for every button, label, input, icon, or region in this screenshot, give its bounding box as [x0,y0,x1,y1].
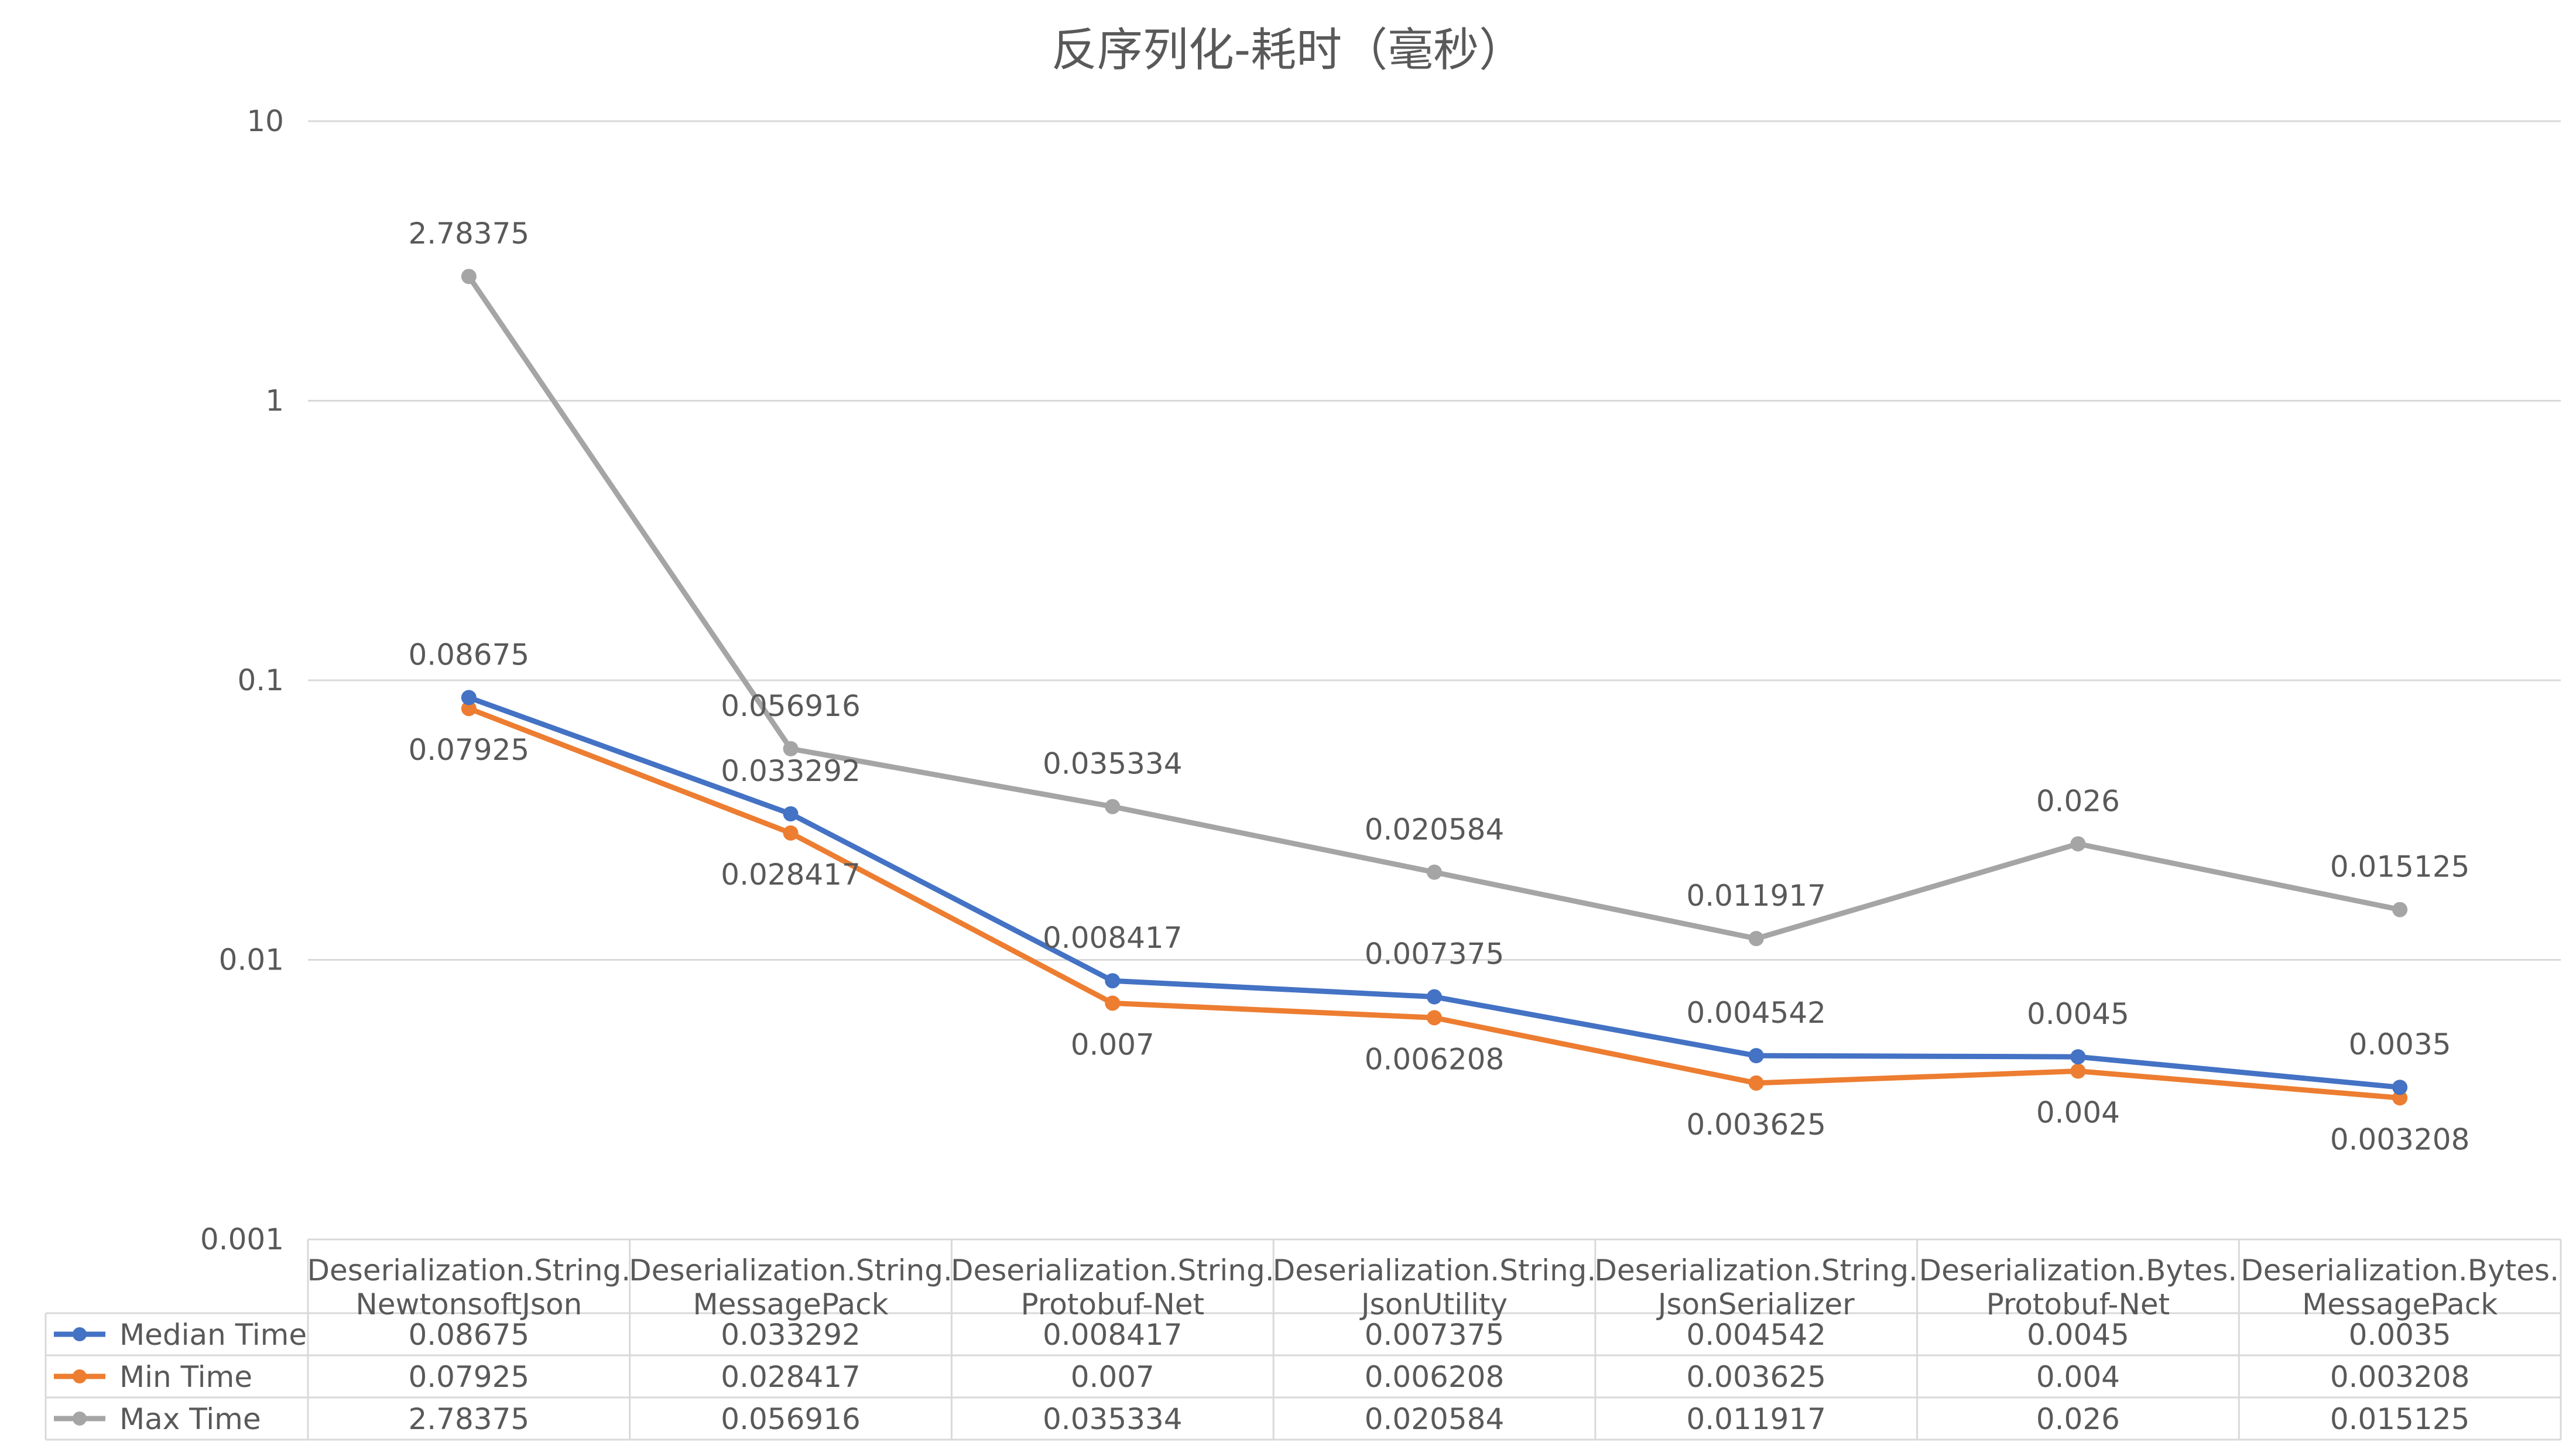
chart-title: 反序列化-耗时（毫秒） [1051,24,1525,77]
category-label: NewtonsoftJson [355,1287,582,1321]
legend-series-name: Median Time [119,1318,307,1352]
data-point [1427,1010,1442,1026]
data-label: 0.033292 [721,754,861,788]
data-point [461,701,477,717]
data-label: 0.003208 [2330,1122,2470,1156]
data-label: 0.026 [2036,784,2120,818]
data-point [2392,1080,2408,1095]
data-label: 0.008417 [1043,921,1183,955]
table-cell: 0.007 [1071,1360,1155,1394]
gridlines [308,120,2561,961]
table-cell: 0.007375 [1365,1318,1505,1352]
legend-key-marker [73,1327,87,1341]
data-point [2392,1090,2408,1106]
table-cell: 0.008417 [1043,1318,1183,1352]
category-label: Protobuf-Net [1020,1287,1204,1321]
table-cell: 2.78375 [408,1402,529,1436]
data-label: 0.020584 [1365,813,1505,847]
data-point [1748,1075,1764,1091]
y-tick-label: 0.01 [219,943,284,977]
data-point [2070,836,2086,852]
data-point [1748,931,1764,947]
data-point [1105,973,1121,989]
y-tick-label: 0.1 [237,663,284,697]
data-point [1427,864,1442,880]
category-label: Deserialization.String. [307,1253,631,1287]
data-label: 0.004 [2036,1096,2120,1130]
data-label: 0.006208 [1365,1042,1505,1076]
data-label: 0.004542 [1686,996,1826,1030]
data-label: 0.003625 [1686,1108,1826,1142]
data-point [1105,995,1121,1011]
table-cell: 0.026 [2036,1402,2120,1436]
table-cell: 0.011917 [1686,1402,1826,1436]
table-cell: 0.004 [2036,1360,2120,1394]
legend-key-marker [73,1412,87,1426]
data-label: 0.015125 [2330,850,2470,884]
data-label: 0.007 [1071,1027,1155,1061]
category-label: MessagePack [2302,1287,2498,1321]
data-point [1427,989,1442,1005]
table-cell: 0.006208 [1365,1360,1505,1394]
data-label: 0.011917 [1686,879,1826,913]
data-label: 0.028417 [721,858,861,892]
category-label: Deserialization.String. [629,1253,953,1287]
table-cell: 0.015125 [2330,1402,2470,1436]
category-label: JsonSerializer [1656,1287,1855,1321]
y-axis-ticks: 10 1 0.1 0.01 0.001 [200,104,284,1256]
data-label: 0.007375 [1365,937,1505,971]
data-point [1748,1048,1764,1064]
table-cell: 0.056916 [721,1402,861,1436]
table-cell: 0.020584 [1365,1402,1505,1436]
data-label: 0.035334 [1043,747,1183,781]
data-labels: 0.08675 0.033292 0.008417 0.007375 0.004542 0… [408,217,2469,1156]
table-cell: 0.033292 [721,1318,861,1352]
table-cell: 0.028417 [721,1360,861,1394]
table-cell: 0.07925 [408,1360,529,1394]
legend-key-marker [73,1369,87,1383]
data-point [2070,1049,2086,1065]
data-point [783,741,799,756]
data-point [783,806,799,822]
table-cell: 0.035334 [1043,1402,1183,1436]
legend-series-name: Max Time [119,1402,261,1436]
y-tick-label: 1 [265,384,284,418]
data-label: 0.0045 [2027,997,2129,1031]
y-tick-label: 10 [246,104,284,138]
table-cell: 0.0035 [2349,1318,2451,1352]
series-lines [461,269,2408,1106]
data-label: 0.0035 [2349,1027,2451,1061]
table-cell: 0.004542 [1686,1318,1826,1352]
y-tick-label: 0.001 [200,1222,284,1256]
data-label: 0.08675 [408,638,529,672]
category-label: Deserialization.String. [1594,1253,1918,1287]
data-table: Deserialization.String.NewtonsoftJsonDes… [44,1238,2562,1441]
category-label: Deserialization.Bytes. [1919,1253,2238,1287]
data-point [461,269,477,285]
data-label: 0.07925 [408,733,529,767]
category-label: Protobuf-Net [1986,1287,2170,1321]
data-label: 0.056916 [721,689,861,723]
data-point [2070,1063,2086,1079]
data-point [461,690,477,705]
category-label: JsonUtility [1359,1287,1508,1321]
table-cell: 0.0045 [2027,1318,2129,1352]
data-point [1105,799,1121,814]
category-label: MessagePack [693,1287,889,1321]
category-label: Deserialization.Bytes. [2241,1253,2559,1287]
legend-series-name: Min Time [119,1360,252,1394]
table-cell: 0.003625 [1686,1360,1826,1394]
table-cell: 0.003208 [2330,1360,2470,1394]
category-label: Deserialization.String. [1273,1253,1597,1287]
table-cell: 0.08675 [408,1318,529,1352]
category-label: Deserialization.String. [951,1253,1275,1287]
data-point [2392,902,2408,917]
data-point [783,825,799,841]
data-label: 2.78375 [408,217,529,251]
